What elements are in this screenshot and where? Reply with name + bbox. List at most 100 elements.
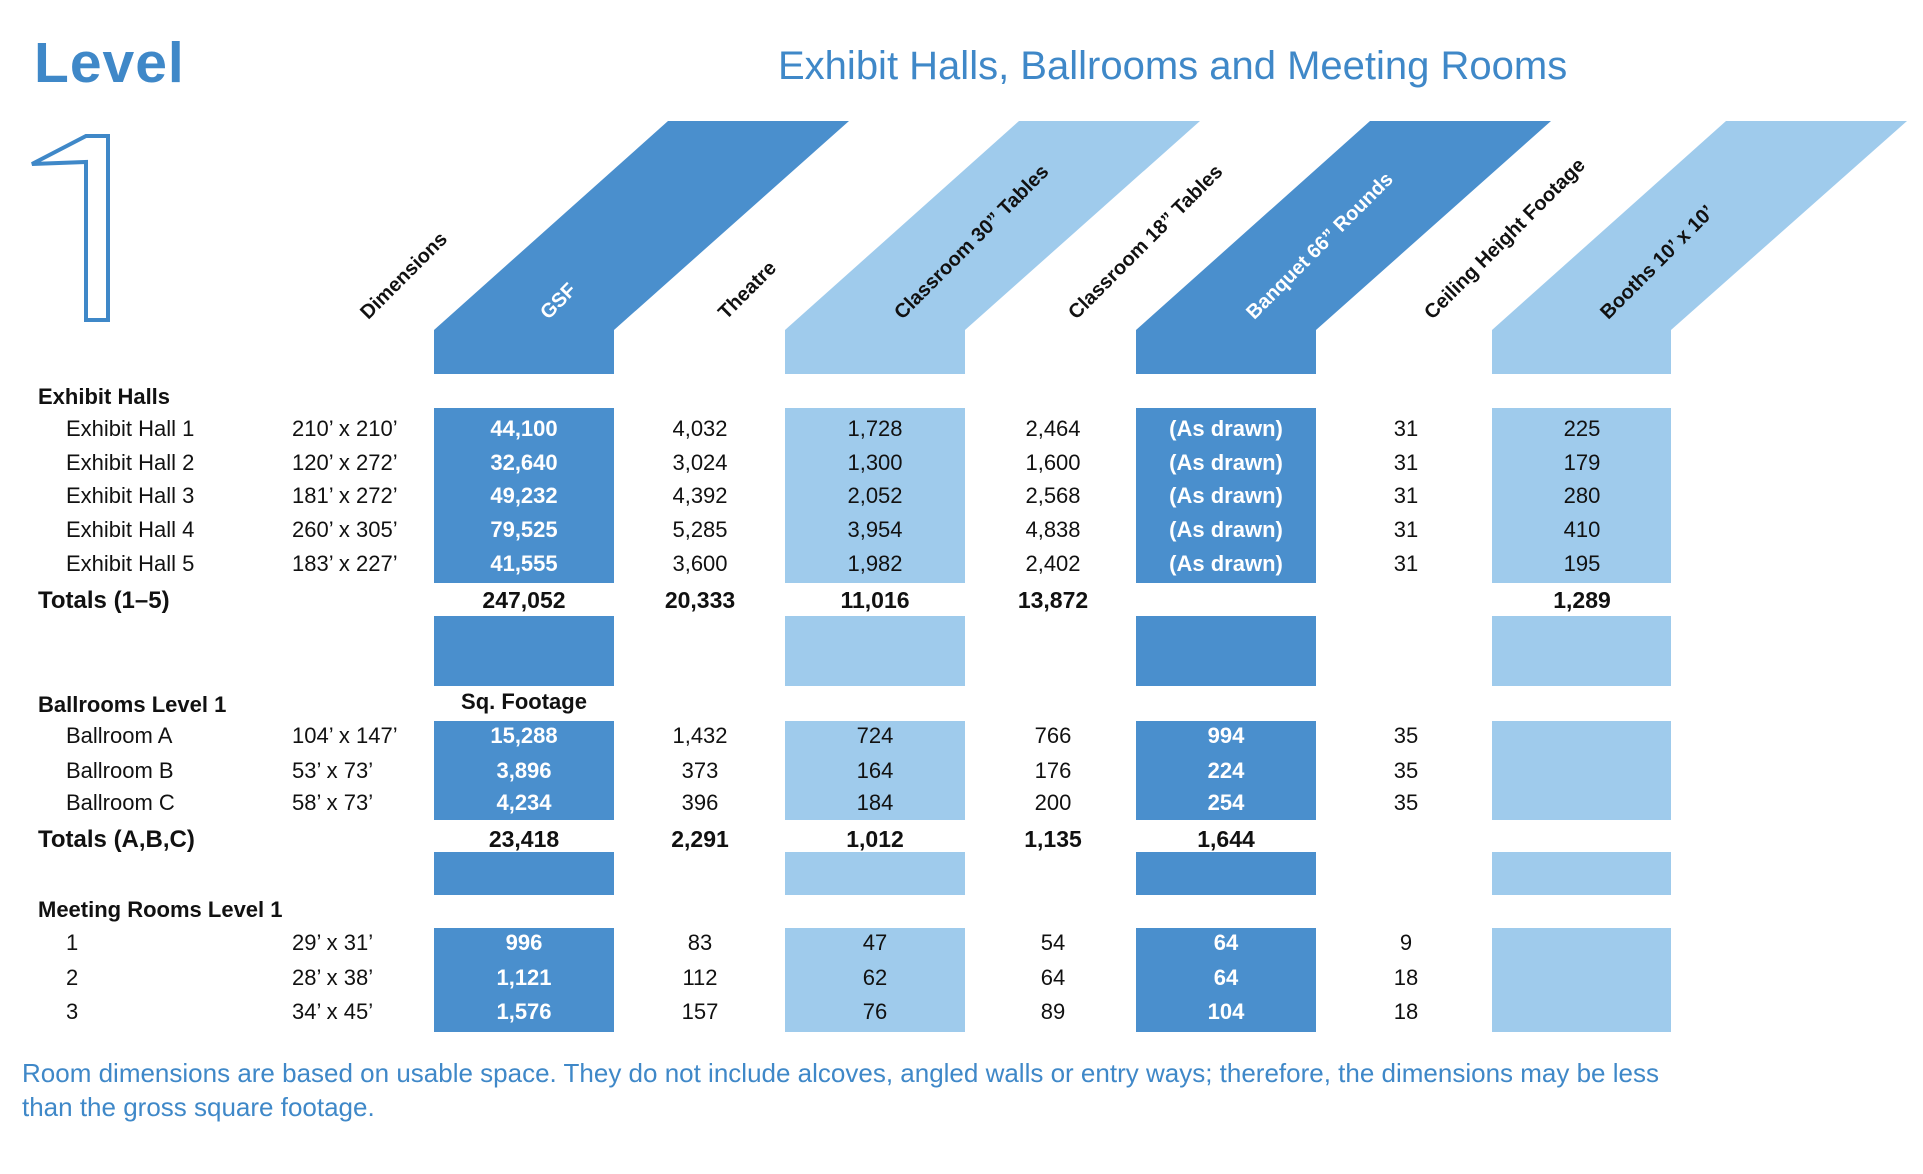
classroom-18-cell: 176	[1034, 758, 1072, 783]
gsf-cell: 1,121	[496, 965, 552, 990]
banquet-cell: 64	[1213, 965, 1239, 990]
banquet-cell: 994	[1207, 723, 1245, 748]
c30-band-spacer-2	[785, 852, 965, 895]
booths-band-header	[1492, 330, 1671, 374]
gsf-cell: 49,232	[490, 483, 558, 508]
gsf-cell: 996	[505, 930, 543, 955]
classroom-18-cell: 64	[1040, 965, 1066, 990]
ceiling-height-cell: 31	[1393, 450, 1419, 475]
banquet-cell: (As drawn)	[1169, 517, 1283, 542]
booths-band-spacer-2	[1492, 852, 1671, 895]
room-name: Exhibit Hall 1	[66, 416, 195, 441]
classroom-18-cell: 2,464	[1025, 416, 1081, 441]
header-classroom-18: Classroom 18” Tables	[1064, 160, 1228, 324]
gsf-cell: 79,525	[490, 517, 558, 542]
room-name: Ballroom A	[66, 723, 173, 748]
booths-band-spacer-1	[1492, 616, 1671, 686]
room-dimensions: 58’ x 73’	[292, 790, 374, 815]
room-dimensions: 104’ x 147’	[292, 723, 398, 748]
theatre-cell: 83	[687, 930, 713, 955]
classroom-30-cell: 164	[856, 758, 894, 783]
room-name: Exhibit Hall 4	[66, 517, 195, 542]
booths-cell: 179	[1563, 450, 1601, 475]
banquet-band-spacer-1	[1136, 616, 1316, 686]
classroom-30-cell: 47	[862, 930, 888, 955]
booths-cell: 280	[1563, 483, 1601, 508]
classroom-18-cell: 54	[1040, 930, 1066, 955]
room-dimensions: 210’ x 210’	[292, 416, 398, 441]
ceiling-height-cell: 9	[1399, 930, 1413, 955]
ceiling-height-cell: 35	[1393, 723, 1419, 748]
banquet-cell: (As drawn)	[1169, 416, 1283, 441]
theatre-cell: 4,032	[672, 416, 728, 441]
room-dimensions: 29’ x 31’	[292, 930, 374, 955]
classroom-30-cell: 1,300	[847, 450, 903, 475]
booths-cell: 195	[1563, 551, 1601, 576]
room-name: 3	[66, 999, 79, 1024]
classroom-18-cell: 2,568	[1025, 483, 1081, 508]
booths-cell: 410	[1563, 517, 1601, 542]
page-subtitle: Exhibit Halls, Ballrooms and Meeting Roo…	[778, 44, 1568, 88]
room-name: 1	[66, 930, 79, 955]
classroom-30-cell: 724	[856, 723, 894, 748]
ceiling-height-cell: 18	[1393, 965, 1419, 990]
ceiling-height-cell: 18	[1393, 999, 1419, 1024]
theatre-cell: 157	[681, 999, 719, 1024]
banquet-cell: 64	[1213, 930, 1239, 955]
theatre-cell: 1,432	[672, 723, 728, 748]
room-dimensions: 260’ x 305’	[292, 517, 398, 542]
gsf-band-header	[434, 330, 614, 374]
classroom-30-cell: 3,954	[847, 517, 903, 542]
c30-band-header	[785, 330, 965, 374]
banquet-cell: 254	[1207, 790, 1245, 815]
classroom-30-cell: 2,052	[847, 483, 903, 508]
total-banquet: 1,644	[1197, 826, 1255, 852]
totals-label: Totals (1–5)	[38, 587, 170, 614]
total-booths: 1,289	[1553, 587, 1611, 613]
classroom-18-cell: 1,600	[1025, 450, 1081, 475]
room-name: Ballroom C	[66, 790, 175, 815]
room-dimensions: 28’ x 38’	[292, 965, 374, 990]
banquet-cell: (As drawn)	[1169, 551, 1283, 576]
theatre-cell: 3,600	[672, 551, 728, 576]
ballroom-section-title: Ballrooms Level 1	[38, 692, 227, 717]
ceiling-height-cell: 35	[1393, 758, 1419, 783]
c30-band-spacer-1	[785, 616, 965, 686]
ceiling-height-cell: 31	[1393, 551, 1419, 576]
header-banquet: Banquet 66” Rounds	[1242, 168, 1398, 324]
room-dimensions: 120’ x 272’	[292, 450, 398, 475]
room-name: 2	[66, 965, 79, 990]
theatre-cell: 396	[681, 790, 719, 815]
gsf-cell: 44,100	[490, 416, 558, 441]
total-theatre: 2,291	[671, 826, 729, 852]
ceiling-height-cell: 31	[1393, 483, 1419, 508]
gsf-cell: 4,234	[496, 790, 552, 815]
room-name: Exhibit Hall 3	[66, 483, 195, 508]
total-classroom-18: 1,135	[1024, 826, 1082, 852]
header-classroom-30: Classroom 30” Tables	[890, 160, 1054, 324]
header-dimensions: Dimensions	[356, 228, 452, 324]
room-name: Exhibit Hall 2	[66, 450, 195, 475]
booths-cell: 225	[1563, 416, 1601, 441]
booths-band-ballroom	[1492, 721, 1671, 820]
theatre-cell: 4,392	[672, 483, 728, 508]
classroom-18-cell: 200	[1034, 790, 1072, 815]
totals-label: Totals (A,B,C)	[38, 826, 195, 853]
classroom-18-cell: 2,402	[1025, 551, 1081, 576]
header-ceiling-height: Ceiling Height Footage	[1420, 154, 1590, 324]
theatre-cell: 3,024	[672, 450, 728, 475]
header-booths: Booths 10’ x 10’	[1596, 201, 1719, 324]
level-number-text: 1	[0, 0, 1, 1]
banquet-cell: 104	[1207, 999, 1245, 1024]
classroom-30-cell: 184	[856, 790, 894, 815]
total-classroom-18: 13,872	[1017, 587, 1089, 613]
total-gsf: 247,052	[482, 587, 566, 613]
header-gsf: GSF	[536, 279, 581, 324]
room-dimensions: 53’ x 73’	[292, 758, 374, 783]
ceiling-height-cell: 35	[1393, 790, 1419, 815]
header-theatre: Theatre	[714, 257, 781, 324]
theatre-cell: 373	[681, 758, 719, 783]
total-theatre: 20,333	[664, 587, 736, 613]
banquet-band-header	[1136, 330, 1316, 374]
gsf-cell: 41,555	[490, 551, 558, 576]
